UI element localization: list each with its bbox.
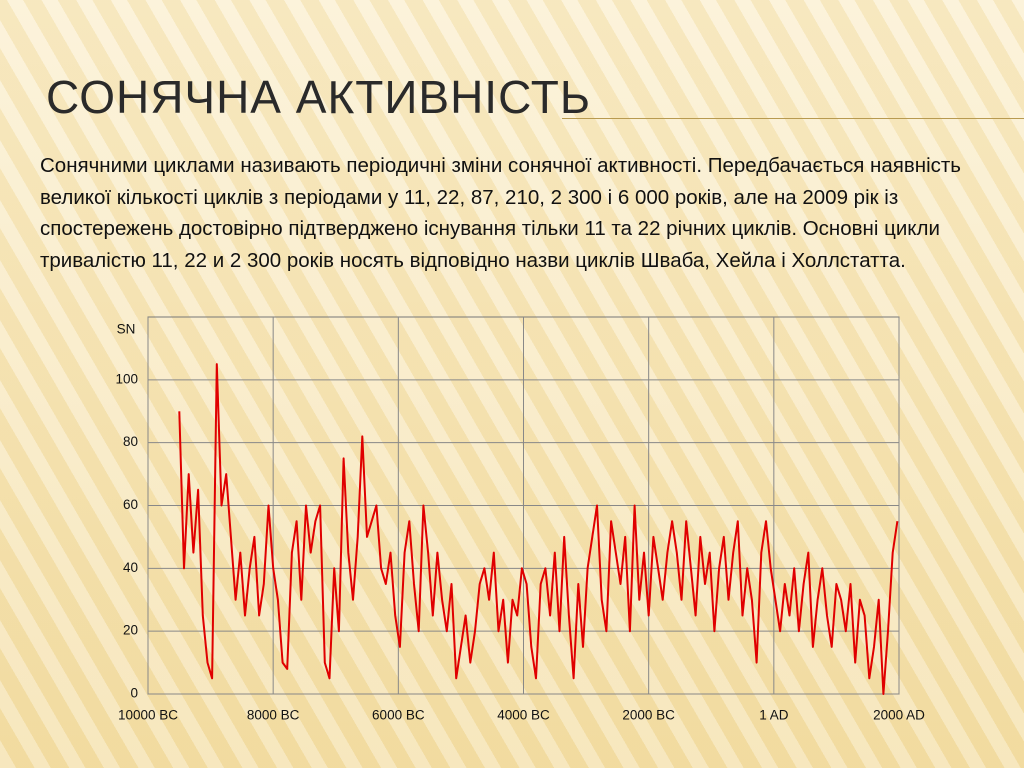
y-axis-label: SN [117, 322, 136, 337]
y-tick-label: 0 [130, 686, 138, 701]
x-tick-label: 1 AD [759, 708, 789, 723]
x-tick-label: 6000 BC [372, 708, 425, 723]
x-tick-label: 4000 BC [497, 708, 550, 723]
data-line [178, 363, 899, 695]
y-tick-label: 60 [123, 497, 138, 512]
y-tick-label: 40 [123, 560, 138, 575]
y-tick-label: 100 [115, 371, 138, 386]
title-rule [562, 118, 1024, 119]
y-tick-label: 80 [123, 434, 138, 449]
x-tick-label: 10000 BC [118, 708, 178, 723]
x-tick-label: 2000 BC [622, 708, 675, 723]
slide-text: Сонячними циклами називають періодичні з… [40, 154, 961, 272]
x-tick-label: 8000 BC [247, 708, 300, 723]
y-tick-label: 20 [123, 623, 138, 638]
x-tick-label: 2000 AD [873, 708, 925, 723]
slide-title: Сонячна активність [46, 71, 592, 123]
